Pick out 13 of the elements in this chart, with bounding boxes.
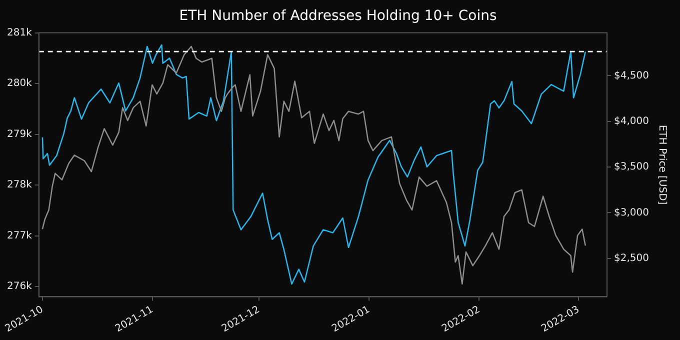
y2-tick-label: $4,500 (614, 70, 650, 82)
y-tick-label: 281k (6, 27, 32, 38)
y-tick-label: 278k (6, 180, 32, 191)
y-tick-label: 280k (6, 78, 32, 90)
y2-tick-label: $2,500 (614, 252, 650, 264)
y-tick-label: 276k (6, 281, 32, 292)
y2-tick-label: $4,000 (614, 116, 650, 127)
y-tick-label: 279k (6, 128, 32, 140)
chart-title: ETH Number of Addresses Holding 10+ Coins (179, 8, 497, 24)
y2-tick-label: $3,500 (614, 162, 650, 173)
y-tick-label: 277k (6, 230, 32, 242)
y2-tick-label: $3,000 (614, 207, 650, 218)
y2-axis-title: ETH Price [USD] (656, 124, 668, 205)
